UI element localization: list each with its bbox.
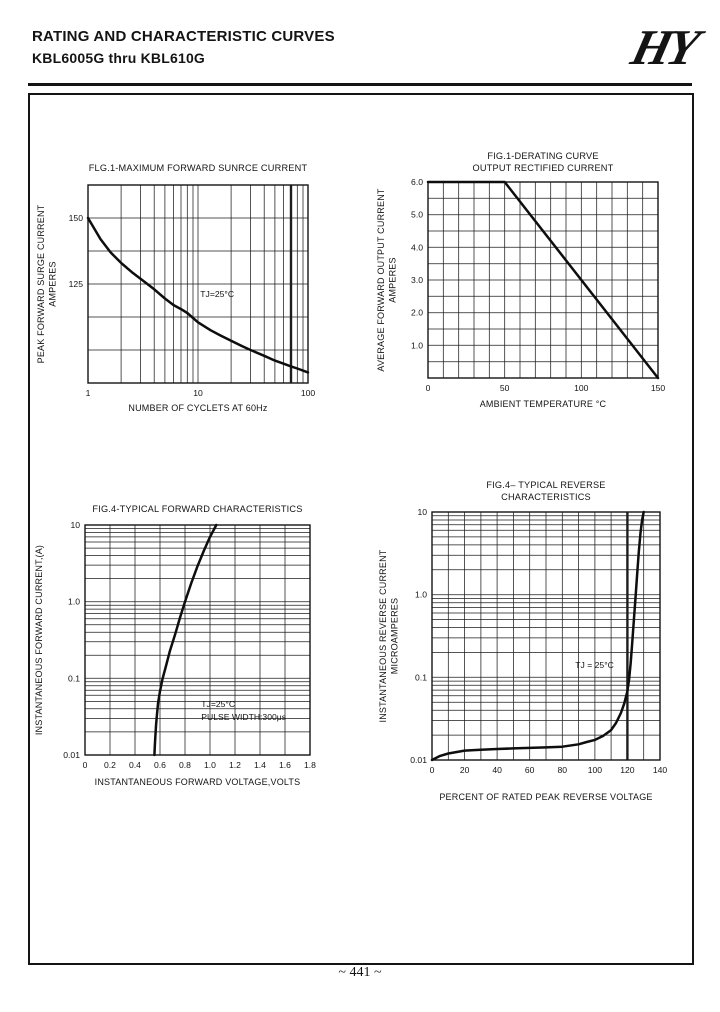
chart-title: OUTPUT RECTIFIED CURRENT xyxy=(473,163,614,173)
y-tick-label: 10 xyxy=(417,507,427,517)
brand-logo: HY xyxy=(625,19,701,75)
y-tick-label: 0.1 xyxy=(415,672,427,682)
charts-frame xyxy=(28,93,694,965)
data-curve-instantaneous-forward-current xyxy=(153,523,218,757)
x-axis-label: NUMBER OF CYCLETS AT 60Hz xyxy=(128,403,267,413)
annotation: TJ=25°C xyxy=(201,699,235,709)
x-tick-label: 100 xyxy=(301,388,316,398)
y-tick-label: 1.0 xyxy=(411,340,423,350)
data-curve-average-forward-output-current xyxy=(426,180,660,380)
x-tick-label: 0 xyxy=(426,383,431,393)
chart-title: FIG.4– TYPICAL REVERSE xyxy=(486,480,605,490)
annotation: TJ = 25°C xyxy=(575,660,614,670)
page-number: ~ 441 ~ xyxy=(338,965,382,980)
y-tick-label: 150 xyxy=(69,213,84,223)
chart-title: CHARACTERISTICS xyxy=(501,492,591,502)
y-tick-label: 4.0 xyxy=(411,242,423,252)
x-tick-label: 1.8 xyxy=(304,760,316,770)
x-tick-label: 1.4 xyxy=(254,760,266,770)
chart-fig4-typical-reverse-characteristics: FIG.4– TYPICAL REVERSE CHARACTERISTICS 0 20… xyxy=(378,480,668,802)
x-axis-label: PERCENT OF RATED PEAK REVERSE VOLTAGE xyxy=(439,792,652,802)
x-tick-label: 1.6 xyxy=(279,760,291,770)
chart-fig1-derating-curve: FIG.1-DERATING CURVE OUTPUT RECTIFIED CUR… xyxy=(376,151,666,409)
x-axis-label: AMBIENT TEMPERATURE °C xyxy=(480,399,607,409)
y-tick-label: 0.01 xyxy=(63,750,80,760)
annotation: PULSE WIDTH:300μs xyxy=(201,712,286,722)
y-tick-label: 0.01 xyxy=(410,755,427,765)
plot-border xyxy=(87,184,309,384)
y-axis-label: MICROAMPERES xyxy=(390,598,400,674)
x-tick-label: 20 xyxy=(460,765,470,775)
plot-border xyxy=(431,511,661,761)
y-tick-label: 6.0 xyxy=(411,177,423,187)
x-tick-label: 120 xyxy=(620,765,635,775)
chart-fig1-max-forward-surge-current: FLG.1-MAXIMUM FORWARD SUNRCE CURRENT 1 10 1… xyxy=(36,163,316,413)
x-tick-label: 0 xyxy=(83,760,88,770)
y-tick-label: 125 xyxy=(69,279,84,289)
part-number-range: KBL6005G thru KBL610G xyxy=(32,50,206,66)
x-tick-label: 0 xyxy=(430,765,435,775)
y-axis-label: AMPERES xyxy=(388,257,398,302)
x-tick-label: 1.0 xyxy=(204,760,216,770)
y-axis-label: PEAK FORWARD SURGE CURRENT xyxy=(36,204,46,363)
y-tick-label: 0.1 xyxy=(68,673,80,683)
x-tick-label: 150 xyxy=(651,383,666,393)
x-tick-label: 0.6 xyxy=(154,760,166,770)
annotation: TJ=25°C xyxy=(200,289,234,299)
x-tick-label: 140 xyxy=(653,765,668,775)
x-tick-label: 100 xyxy=(588,765,603,775)
x-tick-label: 1 xyxy=(86,388,91,398)
x-tick-label: 80 xyxy=(558,765,568,775)
y-axis-label: INSTANTANEOUS FORWARD CURRENT,(A) xyxy=(34,545,44,735)
y-tick-label: 1.0 xyxy=(415,590,427,600)
x-tick-label: 50 xyxy=(500,383,510,393)
y-tick-label: 10 xyxy=(70,520,80,530)
y-axis-label: INSTANTANEOUS REVERSE CURRENT xyxy=(378,549,388,722)
y-tick-label: 3.0 xyxy=(411,275,423,285)
x-tick-label: 60 xyxy=(525,765,535,775)
y-tick-label: 2.0 xyxy=(411,308,423,318)
data-curve-peak-forward-surge-current xyxy=(86,216,310,374)
x-tick-label: 40 xyxy=(492,765,502,775)
x-tick-label: 0.2 xyxy=(104,760,116,770)
chart-title: FIG.4-TYPICAL FORWARD CHARACTERISTICS xyxy=(92,504,302,514)
data-curve-instantaneous-reverse-current xyxy=(430,510,645,762)
document-title: RATING AND CHARACTERISTIC CURVES xyxy=(32,28,335,45)
y-axis-label: AVERAGE FORWARD OUTPUT CURRENT xyxy=(376,188,386,371)
plot-border xyxy=(84,524,311,756)
y-tick-label: 5.0 xyxy=(411,210,423,220)
x-axis-label: INSTANTANEOUS FORWARD VOLTAGE,VOLTS xyxy=(95,777,301,787)
header-divider xyxy=(28,83,692,86)
chart-title: FLG.1-MAXIMUM FORWARD SUNRCE CURRENT xyxy=(89,163,308,173)
y-tick-label: 1.0 xyxy=(68,597,80,607)
x-tick-label: 100 xyxy=(574,383,589,393)
x-tick-label: 1.2 xyxy=(229,760,241,770)
plot-border xyxy=(427,181,659,379)
y-axis-label: AMPERES xyxy=(48,261,58,306)
chart-title: FIG.1-DERATING CURVE xyxy=(487,151,598,161)
x-tick-label: 10 xyxy=(193,388,203,398)
x-tick-label: 0.4 xyxy=(129,760,141,770)
x-tick-label: 0.8 xyxy=(179,760,191,770)
